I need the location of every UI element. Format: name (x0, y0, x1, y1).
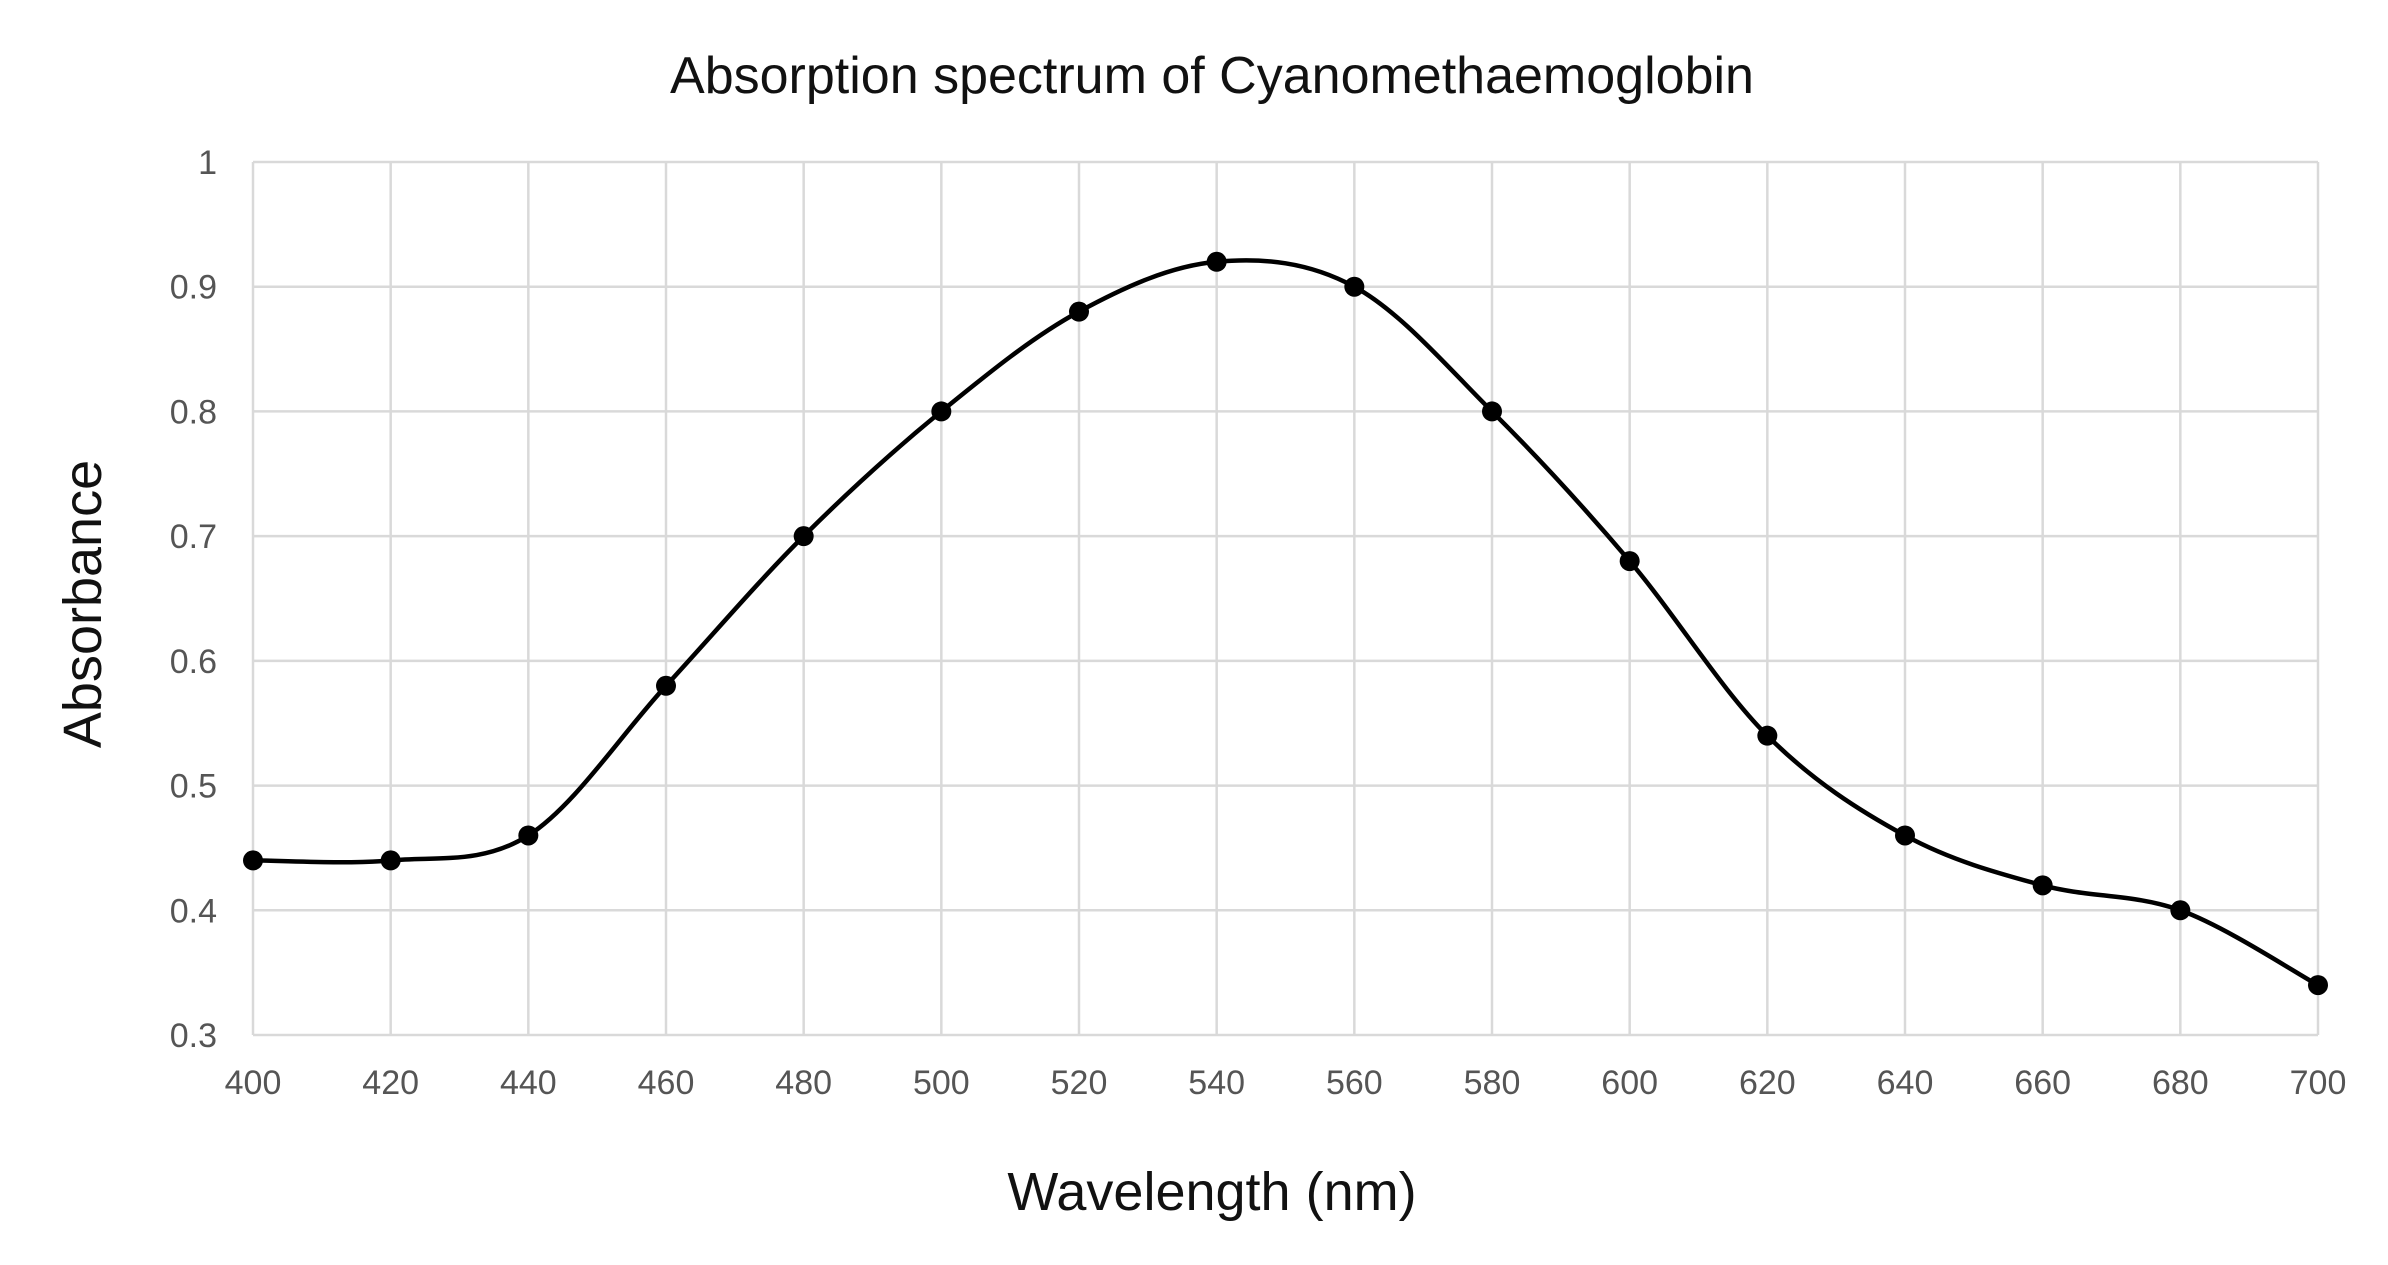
chart-title: Absorption spectrum of Cyanomethaemoglob… (670, 47, 1754, 105)
y-tick-label: 0.8 (170, 393, 217, 431)
data-point (243, 850, 263, 871)
x-tick-labels: 400 420 440 460 480 500 520 540 560 580 600 620 640 6… (225, 1064, 2347, 1102)
grid-layer (251, 160, 2320, 1037)
x-tick-label: 500 (913, 1064, 970, 1102)
data-point (1895, 825, 1915, 846)
y-axis-label: Absorbance (53, 460, 113, 748)
x-tick-label: 540 (1188, 1064, 1245, 1102)
data-point (518, 825, 539, 846)
data-point (380, 850, 401, 871)
data-point (1757, 725, 1778, 746)
x-tick-label: 700 (2290, 1064, 2347, 1102)
data-point (1344, 276, 1365, 297)
x-tick-label: 440 (500, 1064, 557, 1102)
y-tick-labels: 0.3 0.4 0.5 0.6 0.7 0.8 0.9 1 (170, 144, 217, 1055)
x-tick-label: 660 (2014, 1064, 2071, 1102)
data-point (2170, 900, 2191, 921)
y-tick-label: 0.6 (170, 643, 217, 681)
x-tick-label: 600 (1601, 1064, 1658, 1102)
curve-layer (252, 258, 2320, 988)
data-point (793, 526, 814, 547)
y-tick-label: 0.9 (170, 269, 217, 307)
y-tick-label: 0.4 (170, 892, 217, 930)
data-point (1482, 401, 1502, 422)
data-point (2032, 875, 2053, 896)
x-tick-label: 640 (1877, 1064, 1934, 1102)
y-tick-label: 0.5 (170, 768, 217, 806)
x-tick-label: 480 (775, 1064, 832, 1102)
marker-layer (243, 251, 2328, 996)
x-tick-label: 520 (1051, 1064, 1108, 1102)
x-tick-label: 560 (1326, 1064, 1383, 1102)
x-axis-label: Wavelength (nm) (1007, 1162, 1416, 1222)
x-tick-label: 460 (638, 1064, 695, 1102)
data-point (1069, 301, 1089, 322)
data-point (931, 401, 952, 422)
data-point (656, 675, 676, 696)
data-point (2308, 975, 2328, 996)
data-point (1206, 251, 1227, 272)
data-point (1619, 551, 1640, 572)
x-tick-label: 620 (1739, 1064, 1796, 1102)
y-tick-label: 0.3 (170, 1017, 217, 1055)
x-tick-label: 580 (1464, 1064, 1521, 1102)
x-tick-label: 680 (2152, 1064, 2209, 1102)
y-tick-label: 0.7 (170, 518, 217, 556)
x-tick-label: 400 (225, 1064, 282, 1102)
x-tick-label: 420 (362, 1064, 419, 1102)
y-tick-label: 1 (198, 144, 217, 182)
series-line (252, 258, 2320, 988)
